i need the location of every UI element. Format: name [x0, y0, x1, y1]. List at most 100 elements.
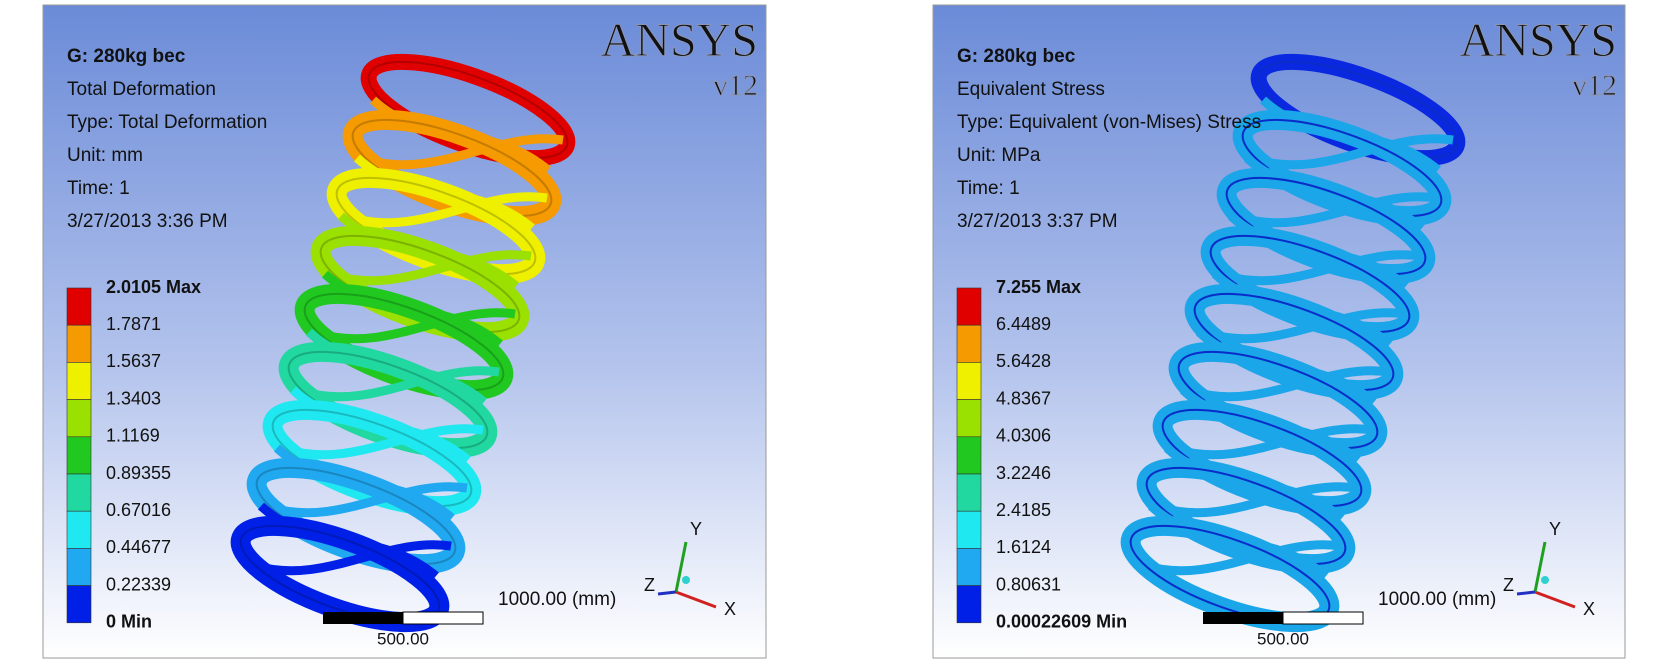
legend-label: 1.5637 — [106, 351, 161, 371]
spring-ring-edge — [1129, 524, 1331, 624]
legend-label: 1.7871 — [106, 314, 161, 334]
spring-strut — [270, 482, 468, 518]
header-line: Total Deformation — [67, 79, 216, 100]
spring-strut — [1256, 134, 1454, 170]
legend-swatch — [956, 436, 982, 475]
header-line: Time: 1 — [957, 178, 1020, 199]
model — [230, 53, 576, 633]
legend-swatch — [66, 362, 92, 400]
header-line: Type: Equivalent (von-Mises) Stress — [957, 112, 1261, 133]
legend-swatch — [956, 324, 982, 363]
legend-swatch — [66, 324, 92, 363]
legend-swatch — [956, 473, 982, 512]
header-line: Unit: MPa — [957, 145, 1041, 166]
scale-bar-light — [402, 611, 484, 625]
spring-strut — [1240, 192, 1438, 228]
scale-bar-dark — [323, 612, 403, 624]
scale-length: 1000.00 (mm) — [498, 589, 616, 610]
legend-label: 7.255 Max — [996, 277, 1081, 297]
spring-strut — [1208, 308, 1406, 344]
legend-swatch — [956, 362, 982, 400]
axis-y — [1533, 541, 1547, 593]
axis-z-label: Z — [644, 575, 655, 595]
legend-swatch — [66, 473, 92, 512]
legend-swatch — [956, 399, 982, 438]
legend-label: 0.80631 — [996, 574, 1061, 594]
header-line: Unit: mm — [67, 145, 143, 166]
spring-strut — [302, 366, 500, 402]
legend-label: 2.4185 — [996, 500, 1051, 520]
legend-swatch — [956, 510, 982, 549]
logo-version: v12 — [1572, 69, 1617, 102]
scale-mid: 500.00 — [377, 629, 429, 648]
axis-origin — [1541, 576, 1549, 584]
axis-y — [674, 541, 688, 593]
logo-brand: ANSYS — [601, 14, 758, 67]
legend-swatch — [956, 287, 982, 326]
legend-label: 0.00022609 Min — [996, 612, 1127, 632]
legend-label: 1.6124 — [996, 537, 1051, 557]
legend-label: 0.44677 — [106, 537, 171, 557]
legend-swatch — [66, 399, 92, 438]
header-line: G: 280kg bec — [67, 46, 186, 67]
legend-swatch — [66, 436, 92, 475]
legend-swatch — [66, 585, 92, 624]
legend-label: 1.1169 — [106, 426, 160, 446]
legend-label: 6.4489 — [996, 314, 1051, 334]
result-panel: G: 280kg bec Total Deformation Type: Total… — [42, 4, 767, 659]
legend-label: 0.22339 — [106, 574, 171, 594]
axis-y-label: Y — [1549, 519, 1561, 539]
scale-length: 1000.00 (mm) — [1378, 589, 1496, 610]
spring-strut — [334, 250, 532, 286]
spring-strut — [1176, 424, 1374, 460]
legend-label: 0.67016 — [106, 500, 171, 520]
spring-strut — [254, 540, 452, 576]
legend-label: 1.3403 — [106, 388, 161, 408]
scale-bar-dark — [1203, 612, 1283, 624]
scale-mid: 500.00 — [1257, 629, 1309, 648]
legend-swatch — [956, 548, 982, 586]
axis-z — [657, 590, 677, 596]
header-line: Equivalent Stress — [957, 79, 1105, 100]
legend-label: 4.0306 — [996, 426, 1051, 446]
axis-z-label: Z — [1503, 575, 1514, 595]
result-panel: G: 280kg bec Equivalent Stress Type: Equiv… — [932, 4, 1626, 659]
logo-brand: ANSYS — [1460, 14, 1617, 67]
spring-strut — [286, 424, 484, 460]
legend-label: 0.89355 — [106, 463, 171, 483]
legend-swatch — [66, 548, 92, 586]
header-line: G: 280kg bec — [957, 46, 1076, 67]
legend-label: 5.6428 — [996, 351, 1051, 371]
spring-ring — [230, 515, 450, 633]
legend-label: 0 Min — [106, 612, 152, 632]
spring-strut — [1160, 482, 1358, 518]
legend-label: 3.2246 — [996, 463, 1051, 483]
header-line: Type: Total Deformation — [67, 112, 267, 133]
logo-version: v12 — [713, 69, 758, 102]
axis-x — [1534, 590, 1576, 609]
header-line: 3/27/2013 3:37 PM — [957, 211, 1118, 232]
legend-swatch — [66, 510, 92, 549]
spring-strut — [350, 192, 548, 228]
scale-bar-light — [1282, 611, 1364, 625]
axis-origin — [682, 576, 690, 584]
spring-strut — [1144, 540, 1342, 576]
axis-x-label: X — [724, 599, 736, 619]
model — [1120, 53, 1466, 633]
legend-swatch — [956, 585, 982, 624]
axis-x-label: X — [1583, 599, 1595, 619]
axis-z — [1516, 590, 1536, 596]
axis-y-label: Y — [690, 519, 702, 539]
legend-label: 4.8367 — [996, 388, 1051, 408]
header-line: 3/27/2013 3:36 PM — [67, 211, 228, 232]
spring-strut — [1224, 250, 1422, 286]
spring-strut — [318, 308, 516, 344]
spring-strut — [1192, 366, 1390, 402]
spring-strut — [366, 134, 564, 170]
spring-ring-edge — [239, 524, 441, 624]
legend-label: 2.0105 Max — [106, 277, 201, 297]
header-line: Time: 1 — [67, 178, 130, 199]
